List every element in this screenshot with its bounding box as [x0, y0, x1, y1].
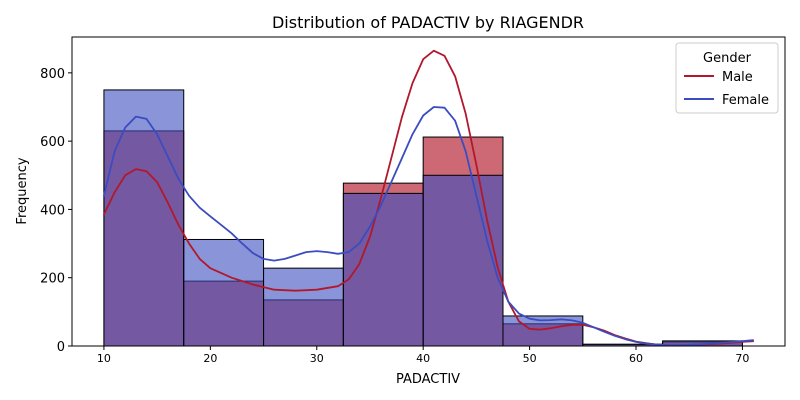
histogram-bar-female-2 [263, 267, 344, 347]
legend: Gender Male Female [675, 42, 779, 114]
y-axis-ticks: 0 200 400 600 800 [40, 67, 72, 355]
y-tick-label: 600 [40, 135, 65, 150]
bars-layer [103, 89, 743, 347]
kde-curve-female [103, 106, 754, 347]
y-tick-label: 0 [57, 340, 65, 355]
histogram-bar-female-4 [422, 174, 504, 347]
y-tick-label: 200 [40, 272, 65, 287]
histogram-bar-female-3 [342, 192, 424, 347]
y-tick-label: 800 [40, 67, 65, 82]
x-tick-label: 10 [97, 352, 111, 365]
x-tick-label: 20 [203, 352, 217, 365]
x-tick-label: 40 [416, 352, 430, 365]
x-tick-label: 50 [523, 352, 537, 365]
x-tick-label: 30 [310, 352, 324, 365]
chart-title: Distribution of PADACTIV by RIAGENDR [272, 13, 584, 32]
y-tick-label: 400 [40, 203, 65, 218]
x-tick-label: 70 [735, 352, 749, 365]
legend-box [675, 42, 779, 114]
histogram-bar-female-1 [183, 238, 265, 347]
y-axis-label: Frequency [15, 157, 30, 224]
kde-layer [103, 49, 754, 347]
x-axis-label: PADACTIV [396, 372, 460, 387]
legend-title: Gender [703, 51, 752, 66]
legend-label-male: Male [722, 70, 753, 85]
plot-frame [71, 36, 786, 347]
legend-label-female: Female [722, 93, 769, 108]
x-tick-label: 60 [629, 352, 643, 365]
histogram-bar-female-0 [103, 89, 185, 347]
x-axis-ticks: 10 20 30 40 50 60 70 [97, 346, 749, 365]
